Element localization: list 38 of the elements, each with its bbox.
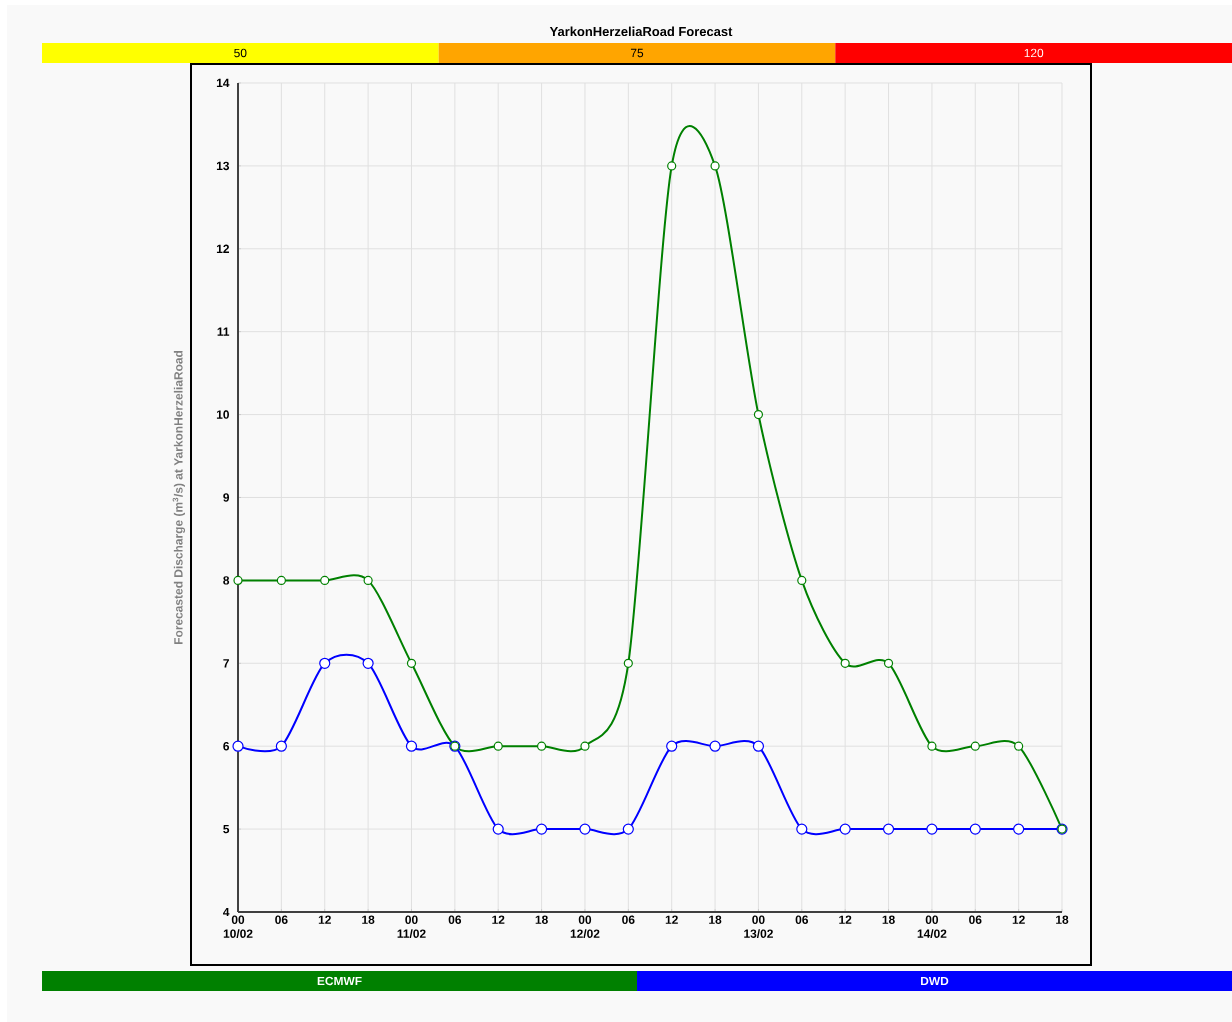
x-tick-label: 12: [1012, 915, 1025, 924]
text: 120: [1024, 48, 1044, 58]
x-tick-label: 06: [969, 915, 982, 924]
y-tick-label: 5: [223, 824, 230, 834]
x-tick-label: 12: [839, 915, 852, 924]
y-tick-label: 11: [217, 327, 230, 336]
x-tick-label: 18: [535, 915, 548, 924]
x-tick-label: 00 10/02: [223, 915, 253, 939]
y-tick-label: 12: [216, 244, 230, 253]
text: 50: [234, 48, 247, 58]
x-tick-label: 18: [1056, 915, 1069, 924]
x-tick-label: 12: [492, 915, 505, 924]
y-tick-label: 4: [223, 907, 230, 917]
x-tick-label: 00 14/02: [917, 915, 947, 939]
y-axis-title: Forecasted Discharge (m$^{3}$/s) at YarkonHerzeliaRoad: [172, 350, 186, 644]
x-tick-label: 00 12/02: [570, 915, 600, 939]
x-tick-label: 18: [882, 915, 895, 924]
text: ECMWF: [317, 976, 362, 986]
text: DWD: [921, 976, 949, 986]
x-tick-label: 00 13/02: [744, 915, 773, 939]
x-tick-label: 06: [622, 915, 635, 924]
y-tick-label: 6: [223, 741, 230, 751]
y-tick-label: 8: [223, 576, 230, 585]
x-tick-label: 12: [665, 915, 678, 924]
x-tick-label: 06: [275, 915, 288, 924]
x-tick-label: 18: [709, 915, 722, 924]
x-tick-label: 18: [362, 915, 375, 924]
chart-title: YarkonHerzeliaRoad Forecast: [549, 26, 733, 37]
y-tick-label: 7: [223, 659, 229, 668]
x-tick-label: 00 11/02: [397, 915, 426, 939]
x-tick-label: 12: [318, 915, 331, 924]
x-tick-label: 06: [448, 915, 462, 924]
y-tick-label: 13: [216, 161, 230, 171]
x-tick-label: 06: [795, 915, 809, 924]
y-tick-label: 9: [223, 493, 230, 502]
y-tick-label: 10: [216, 410, 229, 419]
text: 75: [630, 48, 644, 58]
y-tick-label: 14: [216, 78, 230, 88]
